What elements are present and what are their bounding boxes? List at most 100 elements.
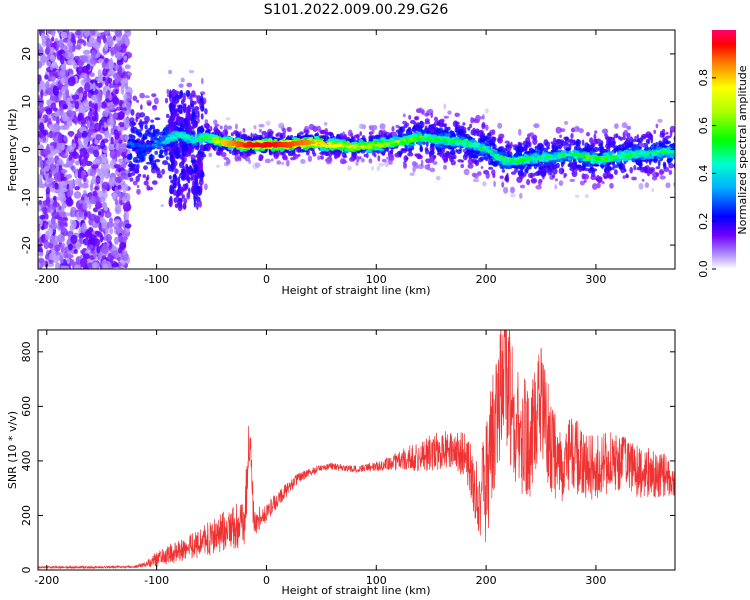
heatmap-cell <box>462 148 467 153</box>
heatmap-cell <box>59 211 66 217</box>
heatmap-cell <box>414 125 419 131</box>
heatmap-cell <box>86 63 91 71</box>
heatmap-cell <box>663 162 667 170</box>
heatmap-cell <box>132 180 138 186</box>
heatmap-cell <box>61 217 69 222</box>
heatmap-cell <box>170 164 175 173</box>
heatmap-cell <box>407 152 414 157</box>
heatmap-cell <box>477 171 482 176</box>
heatmap-cell <box>217 148 223 151</box>
heatmap-cell <box>474 159 480 167</box>
heatmap-cell <box>641 178 645 182</box>
heatmap-cell <box>70 76 76 83</box>
heatmap-cell <box>630 141 634 147</box>
heatmap-cell <box>551 144 554 150</box>
heatmap-cell <box>424 147 429 152</box>
heatmap-cell <box>152 104 157 109</box>
heatmap-cell <box>147 133 155 138</box>
heatmap-cell <box>591 169 596 175</box>
heatmap-cell <box>201 77 204 85</box>
heatmap-cell <box>503 186 509 194</box>
heatmap-cell <box>109 118 114 128</box>
heatmap-cell <box>421 130 425 135</box>
heatmap-cell <box>533 123 540 129</box>
heatmap-cell <box>488 139 494 146</box>
heatmap-cell <box>436 127 439 133</box>
heatmap-cell <box>571 170 575 176</box>
heatmap-cell <box>120 85 125 95</box>
heatmap-cell <box>159 150 164 155</box>
heatmap-cell <box>169 184 175 190</box>
heatmap-cell <box>472 127 476 131</box>
heatmap-cell <box>114 198 119 206</box>
heatmap-cell <box>122 103 126 108</box>
heatmap-cell <box>142 152 147 157</box>
heatmap-cell <box>63 251 68 259</box>
heatmap-cell <box>154 117 161 121</box>
heatmap-cell <box>114 205 121 210</box>
heatmap-cell <box>45 80 50 90</box>
heatmap-cell <box>215 164 221 168</box>
heatmap-cell <box>258 128 262 133</box>
heatmap-cell <box>200 144 204 153</box>
heatmap-cell <box>148 186 154 191</box>
heatmap-cell <box>242 128 246 133</box>
heatmap-cell <box>185 111 191 120</box>
heatmap-cell <box>609 173 614 178</box>
heatmap-cell <box>675 151 679 155</box>
heatmap-cell <box>181 175 186 181</box>
heatmap-cell <box>634 135 637 140</box>
heatmap-cell <box>424 118 430 123</box>
heatmap-cell <box>92 82 96 92</box>
heatmap-cell <box>174 176 178 182</box>
heatmap-cell <box>107 77 113 84</box>
heatmap-cell <box>475 114 481 122</box>
heatmap-cell <box>180 117 184 124</box>
heatmap-cell <box>149 124 156 129</box>
heatmap-cell <box>253 125 257 130</box>
heatmap-cell <box>106 221 114 228</box>
heatmap-cell <box>507 151 513 157</box>
heatmap-cell <box>676 153 681 157</box>
heatmap-cell <box>412 165 416 173</box>
heatmap-cell <box>81 158 87 167</box>
heatmap-cell <box>40 159 44 169</box>
heatmap-cell <box>66 258 71 264</box>
heatmap-cell <box>462 153 468 161</box>
heatmap-cell <box>102 76 106 82</box>
heatmap-cell <box>41 168 47 173</box>
heatmap-cell <box>391 125 395 132</box>
heatmap-cell <box>108 69 116 75</box>
heatmap-cell <box>49 150 56 156</box>
heatmap-cell <box>542 147 548 153</box>
heatmap-cell <box>116 60 124 66</box>
heatmap-cell <box>59 69 66 78</box>
heatmap-cell <box>103 121 107 129</box>
heatmap-cell <box>46 159 53 165</box>
heatmap-cell <box>112 192 118 197</box>
heatmap-cell <box>91 164 99 169</box>
heatmap-cell <box>89 195 97 205</box>
heatmap-cell <box>447 126 451 131</box>
heatmap-cell <box>613 133 618 139</box>
heatmap-cell <box>136 184 140 189</box>
heatmap-cell <box>420 159 424 167</box>
heatmap-cell <box>95 218 101 224</box>
heatmap-cell <box>455 149 459 152</box>
heatmap-cell <box>565 147 571 151</box>
heatmap-cell <box>499 175 504 179</box>
heatmap-cell <box>200 113 204 120</box>
heatmap-cell <box>73 116 78 125</box>
heatmap-cell <box>103 162 111 173</box>
heatmap-cell <box>68 102 72 107</box>
heatmap-cell <box>168 69 173 75</box>
spectrogram-heatmap <box>38 30 681 269</box>
heatmap-cell <box>479 156 485 161</box>
heatmap-cell <box>409 172 415 176</box>
heatmap-cell <box>276 160 282 165</box>
heatmap-cell <box>54 244 61 252</box>
heatmap-cell <box>264 158 271 164</box>
heatmap-cell <box>244 156 251 162</box>
heatmap-cell <box>112 96 120 106</box>
heatmap-cell <box>56 116 60 126</box>
